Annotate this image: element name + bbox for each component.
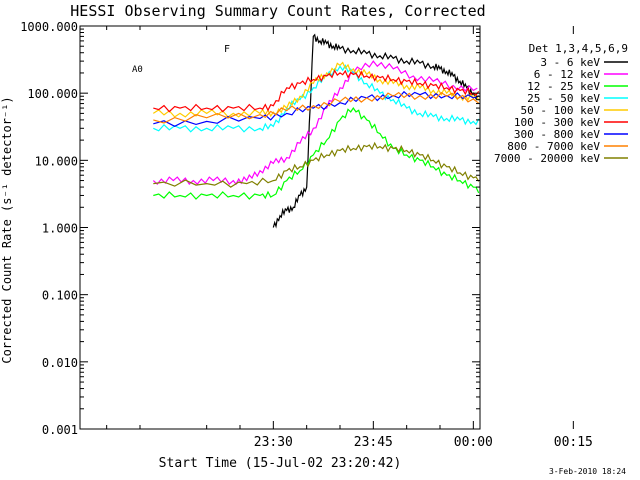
plot-frame xyxy=(79,25,481,430)
y-tick-label: 10.000 xyxy=(35,154,78,168)
x-tick-label: 00:00 xyxy=(454,435,493,450)
legend-entry-label: 6 - 12 keV xyxy=(534,68,601,81)
series-lines xyxy=(152,33,480,229)
series-line xyxy=(153,91,480,124)
annotation-a0: A0 xyxy=(132,65,143,75)
legend-entry-label: 3 - 6 keV xyxy=(540,56,600,69)
legend-entry-label: 300 - 800 keV xyxy=(514,128,600,141)
date-stamp: 3-Feb-2010 18:24 xyxy=(549,467,626,476)
series-line xyxy=(153,141,480,188)
legend-title: Det 1,3,4,5,6,9 xyxy=(529,42,628,55)
x-tick-label: 00:15 xyxy=(554,435,593,450)
legend-entry-label: 50 - 100 keV xyxy=(521,104,601,117)
series-line xyxy=(272,33,480,229)
y-tick-label: 0.100 xyxy=(42,289,78,303)
series-line xyxy=(152,61,480,118)
legend-entry-label: 100 - 300 keV xyxy=(514,116,600,129)
legend-entry-label: 800 - 7000 keV xyxy=(507,140,600,153)
y-tick-label: 0.010 xyxy=(42,356,78,370)
legend-entry-label: 25 - 50 keV xyxy=(527,92,600,105)
series-line xyxy=(153,69,480,113)
chart-title: HESSI Observing Summary Count Rates, Cor… xyxy=(70,2,485,20)
y-axis: 1000.000 100.000 10.000 1.000 0.100 0.010 0.00… xyxy=(20,20,480,437)
legend-entry-label: 7000 - 20000 keV xyxy=(494,152,600,165)
x-axis-label: Start Time (15-Jul-02 23:20:42) xyxy=(159,456,402,471)
series-line xyxy=(152,60,478,186)
legend-entry-label: 12 - 25 keV xyxy=(527,80,600,93)
y-tick-label: 1.000 xyxy=(42,222,78,236)
y-tick-label: 1000.000 xyxy=(20,20,78,34)
series-line xyxy=(153,64,480,133)
x-tick-label: 23:30 xyxy=(254,435,293,450)
y-axis-label: Corrected Count Rate (s⁻¹ detector⁻¹) xyxy=(0,96,14,363)
y-tick-label: 0.001 xyxy=(42,423,78,437)
annotation-f: F xyxy=(224,44,230,55)
x-tick-label: 23:45 xyxy=(354,435,393,450)
series-line xyxy=(153,107,480,200)
y-tick-label: 100.000 xyxy=(27,87,78,101)
plot-area: A0 F xyxy=(79,25,481,430)
